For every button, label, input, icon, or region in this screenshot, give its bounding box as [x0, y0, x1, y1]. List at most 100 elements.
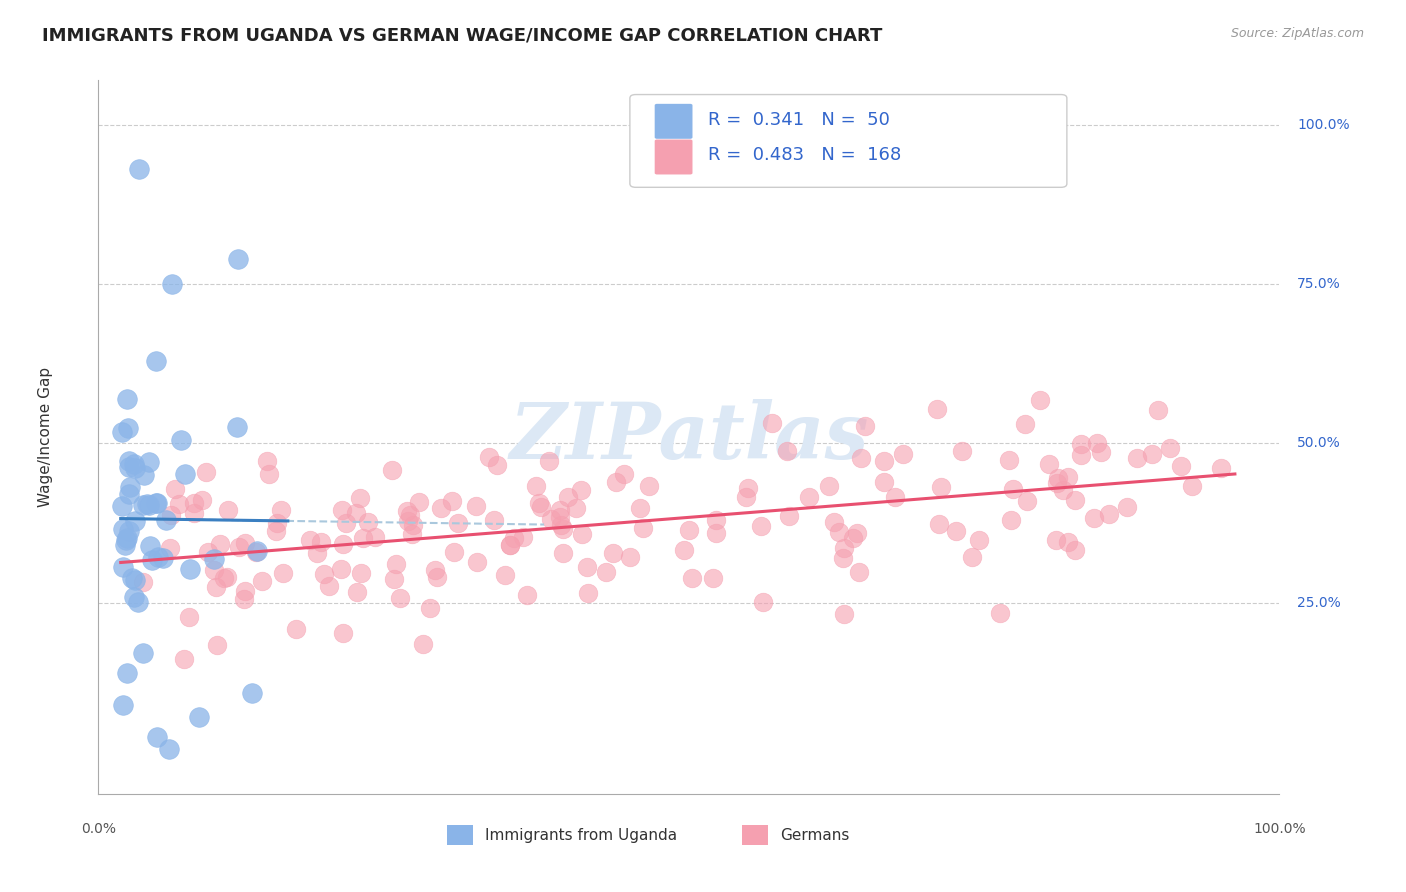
- Point: [848, 566, 870, 580]
- Point: [408, 494, 430, 508]
- Point: [429, 501, 451, 516]
- Point: [1083, 511, 1105, 525]
- Point: [619, 550, 641, 565]
- Point: [173, 652, 195, 666]
- Text: Germans: Germans: [780, 828, 849, 843]
- Point: [832, 607, 855, 621]
- Point: [183, 496, 205, 510]
- Text: 100.0%: 100.0%: [1298, 118, 1350, 132]
- Point: [960, 549, 983, 564]
- Point: [195, 465, 218, 479]
- Point: [352, 532, 374, 546]
- Point: [1052, 483, 1074, 497]
- Point: [138, 539, 160, 553]
- Point: [638, 479, 661, 493]
- Point: [202, 563, 225, 577]
- Point: [447, 516, 470, 530]
- Point: [426, 570, 449, 584]
- Point: [569, 483, 592, 497]
- Point: [1046, 475, 1069, 490]
- Point: [350, 566, 373, 580]
- Point: [134, 467, 156, 482]
- Point: [298, 533, 321, 547]
- Point: [191, 492, 214, 507]
- Point: [155, 513, 177, 527]
- Point: [749, 519, 772, 533]
- Text: R =  0.341   N =  50: R = 0.341 N = 50: [707, 111, 890, 128]
- Point: [1064, 493, 1087, 508]
- Text: IMMIGRANTS FROM UGANDA VS GERMAN WAGE/INCOME GAP CORRELATION CHART: IMMIGRANTS FROM UGANDA VS GERMAN WAGE/IN…: [42, 27, 883, 45]
- Point: [441, 494, 464, 508]
- Point: [381, 463, 404, 477]
- Point: [136, 496, 159, 510]
- Point: [443, 545, 465, 559]
- Point: [872, 475, 894, 489]
- Point: [1140, 447, 1163, 461]
- Point: [672, 542, 695, 557]
- Point: [312, 567, 335, 582]
- Bar: [447, 825, 472, 846]
- Point: [233, 591, 256, 606]
- Point: [396, 504, 419, 518]
- Point: [1159, 442, 1181, 456]
- Point: [228, 540, 250, 554]
- Point: [499, 538, 522, 552]
- Point: [761, 417, 783, 431]
- Point: [499, 538, 522, 552]
- Text: R =  0.483   N =  168: R = 0.483 N = 168: [707, 146, 901, 164]
- Point: [557, 490, 579, 504]
- Point: [778, 509, 800, 524]
- Point: [846, 526, 869, 541]
- Point: [118, 480, 141, 494]
- Point: [115, 531, 138, 545]
- Point: [1181, 479, 1204, 493]
- Point: [612, 467, 634, 481]
- Point: [737, 481, 759, 495]
- Point: [270, 503, 292, 517]
- Point: [526, 478, 548, 492]
- Point: [111, 425, 134, 439]
- FancyBboxPatch shape: [630, 95, 1067, 187]
- Point: [385, 557, 408, 571]
- Point: [159, 541, 181, 556]
- Point: [205, 580, 228, 594]
- Point: [516, 588, 538, 602]
- Point: [132, 498, 155, 512]
- Point: [264, 524, 287, 539]
- Point: [146, 496, 169, 510]
- Point: [465, 499, 488, 513]
- Point: [1064, 542, 1087, 557]
- Point: [357, 515, 380, 529]
- Point: [602, 546, 624, 560]
- Point: [482, 513, 505, 527]
- Point: [285, 622, 308, 636]
- Point: [1056, 534, 1078, 549]
- Point: [678, 523, 700, 537]
- Text: 75.0%: 75.0%: [1298, 277, 1341, 291]
- Point: [110, 499, 132, 513]
- Point: [419, 600, 441, 615]
- Point: [1000, 513, 1022, 527]
- Point: [1070, 448, 1092, 462]
- Point: [141, 553, 163, 567]
- Point: [1014, 417, 1036, 431]
- Point: [1115, 500, 1137, 514]
- Point: [412, 636, 434, 650]
- Point: [799, 490, 821, 504]
- Point: [1002, 482, 1025, 496]
- Point: [929, 480, 952, 494]
- Point: [389, 591, 412, 605]
- Point: [945, 524, 967, 539]
- Point: [117, 665, 139, 680]
- Point: [117, 421, 139, 435]
- Point: [330, 503, 353, 517]
- Point: [1028, 393, 1050, 408]
- Point: [927, 401, 949, 416]
- Point: [183, 506, 205, 520]
- Point: [318, 579, 340, 593]
- Point: [823, 515, 845, 529]
- Point: [595, 565, 617, 579]
- Point: [1047, 471, 1070, 485]
- Point: [553, 523, 575, 537]
- Point: [399, 508, 422, 522]
